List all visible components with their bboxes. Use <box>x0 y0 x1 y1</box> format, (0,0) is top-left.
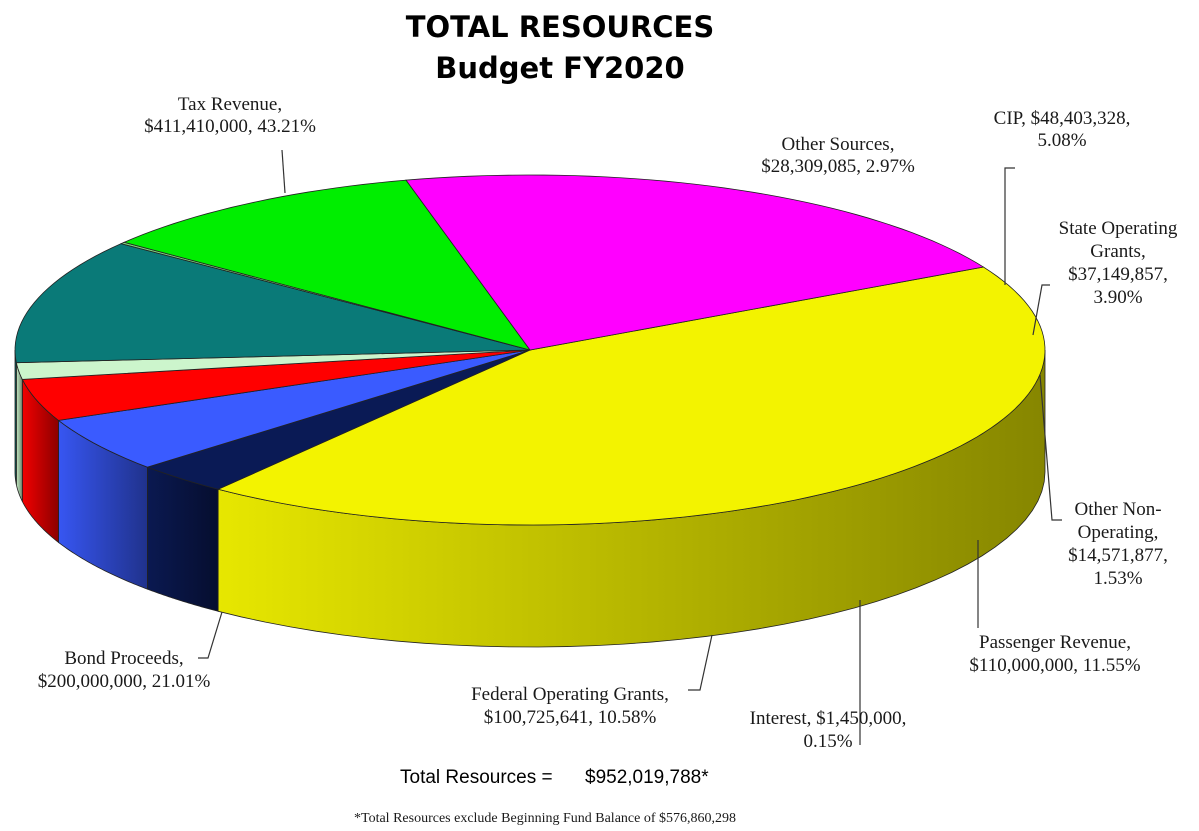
leader-line-cip <box>1004 167 1015 285</box>
slice-labels: Tax Revenue, $411,410,000, 43.21% Other So… <box>38 94 1178 752</box>
slice-label-line: 3.90% <box>1093 287 1142 308</box>
pie-slice-passenger-revenue <box>14 243 531 364</box>
side-wall-other-non-operating <box>15 362 23 502</box>
slice-label-state-operating-grants: State Operating Grants, $37,149,857, 3.90% <box>1059 218 1178 308</box>
slice-label-bond-proceeds: Bond Proceeds, $200,000,000, 21.01% <box>38 648 211 692</box>
slice-label-line: $200,000,000, 21.01% <box>38 671 211 692</box>
leader-line-bond-proceeds <box>198 611 223 659</box>
pie-slice-cip <box>57 349 531 468</box>
slice-label-federal-operating-grants: Federal Operating Grants, $100,725,641, 1… <box>471 684 669 728</box>
slice-label-line: 1.53% <box>1093 568 1142 589</box>
slice-label-line: Other Non- <box>1074 499 1161 520</box>
slice-label-line: Federal Operating Grants, <box>471 684 669 705</box>
leader-line-federal-operating-grants <box>688 634 713 691</box>
pie-slice-state-operating-grants <box>21 349 531 421</box>
slice-label-line: 0.15% <box>803 731 852 752</box>
slice-label-line: $14,571,877, <box>1068 545 1168 566</box>
side-wall-other-sources <box>147 466 219 612</box>
slice-label-line: $100,725,641, 10.58% <box>484 707 657 728</box>
pie-slice-tax-revenue <box>216 266 1046 526</box>
slice-label-line: Passenger Revenue, <box>979 632 1131 653</box>
side-wall-passenger-revenue <box>14 350 17 485</box>
chart-footnote: *Total Resources exclude Beginning Fund … <box>354 811 736 826</box>
pie-side-walls <box>14 349 1046 648</box>
chart-subtitle: Budget FY2020 <box>435 51 684 85</box>
slice-label-line: 5.08% <box>1037 130 1086 151</box>
slice-label-other-non-operating: Other Non-Operating, $14,571,877, 1.53% <box>1068 499 1168 589</box>
slice-label-line: Other Sources, <box>782 134 895 155</box>
total-resources-value: $952,019,788* <box>585 767 709 788</box>
slice-label-tax-revenue: Tax Revenue, $411,410,000, 43.21% <box>144 94 316 137</box>
leader-line-tax-revenue <box>281 149 286 194</box>
slice-label-line: Grants, <box>1090 241 1145 262</box>
slice-label-interest: Interest, $1,450,000, 0.15% <box>750 708 907 752</box>
slice-label-line: CIP, $48,403,328, <box>994 108 1131 129</box>
slice-label-line: Tax Revenue, <box>178 94 282 115</box>
slice-label-line: $28,309,085, 2.97% <box>761 156 915 177</box>
slice-label-line: $411,410,000, 43.21% <box>144 116 316 137</box>
total-resources-label: Total Resources = <box>400 767 553 788</box>
slice-label-cip: CIP, $48,403,328, 5.08% <box>994 108 1131 151</box>
slice-label-line: State Operating <box>1059 218 1178 239</box>
pie-slice-other-non-operating <box>15 349 531 380</box>
slice-label-line: $110,000,000, 11.55% <box>969 655 1140 676</box>
leader-line-other-non-operating <box>1039 374 1062 521</box>
slice-label-line: Interest, $1,450,000, <box>750 708 907 729</box>
pie-slice-other-sources <box>146 349 531 490</box>
pie-top-slices <box>14 174 1046 526</box>
label-leader-lines <box>198 149 1062 745</box>
leader-line-state-operating-grants <box>1032 284 1050 336</box>
slice-label-passenger-revenue: Passenger Revenue, $110,000,000, 11.55% <box>969 632 1140 676</box>
slice-label-other-sources: Other Sources, $28,309,085, 2.97% <box>761 134 915 177</box>
pie-slice-federal-operating-grants <box>122 179 531 351</box>
chart-title: TOTAL RESOURCES <box>406 10 715 44</box>
pie-slice-bond-proceeds <box>405 174 985 351</box>
slice-label-line: $37,149,857, <box>1068 264 1168 285</box>
slice-label-line: Operating, <box>1078 522 1159 543</box>
slice-label-line: Bond Proceeds, <box>64 648 183 669</box>
